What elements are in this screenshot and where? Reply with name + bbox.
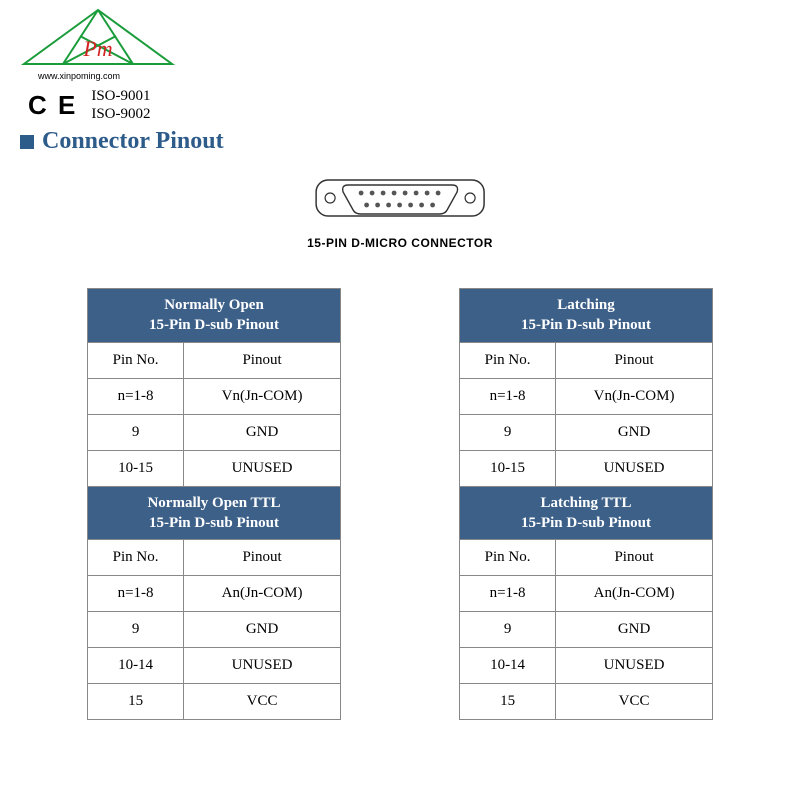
col-header: Pin No. [88, 342, 184, 378]
section-bullet-icon [20, 135, 34, 149]
table-title-line1: Latching [557, 297, 615, 313]
table-normally-open-ttl: Normally Open TTL 15-Pin D-sub Pinout Pi… [87, 486, 341, 721]
col-header: Pin No. [88, 540, 184, 576]
table-row: 10-14UNUSED [460, 648, 713, 684]
table-header: Normally Open TTL 15-Pin D-sub Pinout [88, 486, 341, 540]
table-title-line1: Normally Open TTL [147, 495, 280, 511]
ce-mark: C E [28, 90, 77, 121]
left-column: Normally Open 15-Pin D-sub Pinout Pin No… [87, 288, 341, 720]
ce-iso-block: C E ISO-9001 ISO-9002 [28, 87, 178, 123]
logo-area: Pm www.xinpoming.com C E ISO-9001 ISO-90… [18, 8, 178, 123]
table-row: n=1-8An(Jn-COM) [88, 576, 341, 612]
iso-9002: ISO-9002 [91, 105, 150, 123]
table-title-line2: 15-Pin D-sub Pinout [149, 515, 279, 531]
table-row: n=1-8Vn(Jn-COM) [88, 378, 341, 414]
triangle-logo-icon: Pm [18, 8, 178, 68]
table-row: 9GND [460, 612, 713, 648]
table-row: 9GND [88, 414, 341, 450]
col-header: Pinout [556, 540, 713, 576]
table-row: 15VCC [460, 684, 713, 720]
dsub-connector-icon [315, 170, 485, 228]
iso-9001: ISO-9001 [91, 87, 150, 105]
table-row: n=1-8An(Jn-COM) [460, 576, 713, 612]
connector-figure: 15-PIN D-MICRO CONNECTOR [307, 170, 493, 250]
table-row: 9GND [88, 612, 341, 648]
table-latching-ttl: Latching TTL 15-Pin D-sub Pinout Pin No.… [459, 486, 713, 721]
right-column: Latching 15-Pin D-sub Pinout Pin No.Pino… [459, 288, 713, 720]
table-row: 15VCC [88, 684, 341, 720]
connector-caption: 15-PIN D-MICRO CONNECTOR [307, 236, 493, 250]
table-header: Normally Open 15-Pin D-sub Pinout [88, 289, 341, 343]
table-row: 10-15UNUSED [88, 450, 341, 486]
table-title-line2: 15-Pin D-sub Pinout [521, 317, 651, 333]
logo-letters: Pm [82, 36, 112, 61]
table-normally-open: Normally Open 15-Pin D-sub Pinout Pin No… [87, 288, 341, 487]
tables-wrap: Normally Open 15-Pin D-sub Pinout Pin No… [0, 288, 800, 720]
col-header: Pin No. [460, 342, 556, 378]
section-title-row: Connector Pinout [20, 128, 224, 155]
col-header: Pinout [184, 540, 341, 576]
table-header: Latching 15-Pin D-sub Pinout [460, 289, 713, 343]
table-row: 9GND [460, 414, 713, 450]
table-row: 10-15UNUSED [460, 450, 713, 486]
table-row: 10-14UNUSED [88, 648, 341, 684]
col-header: Pin No. [460, 540, 556, 576]
table-title-line1: Normally Open [164, 297, 264, 313]
col-header: Pinout [184, 342, 341, 378]
table-header: Latching TTL 15-Pin D-sub Pinout [460, 486, 713, 540]
table-title-line1: Latching TTL [540, 495, 631, 511]
col-header: Pinout [556, 342, 713, 378]
table-title-line2: 15-Pin D-sub Pinout [521, 515, 651, 531]
logo-url: www.xinpoming.com [38, 71, 178, 81]
table-title-line2: 15-Pin D-sub Pinout [149, 317, 279, 333]
section-title: Connector Pinout [42, 128, 224, 155]
iso-lines: ISO-9001 ISO-9002 [91, 87, 150, 123]
table-latching: Latching 15-Pin D-sub Pinout Pin No.Pino… [459, 288, 713, 487]
table-row: n=1-8Vn(Jn-COM) [460, 378, 713, 414]
